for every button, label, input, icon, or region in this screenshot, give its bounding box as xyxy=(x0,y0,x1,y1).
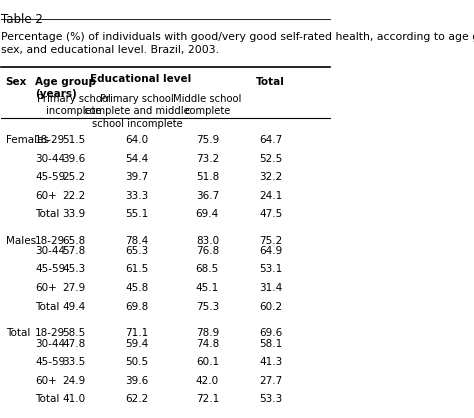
Text: 83.0: 83.0 xyxy=(196,235,219,245)
Text: 60.1: 60.1 xyxy=(196,357,219,367)
Text: 39.6: 39.6 xyxy=(62,153,85,163)
Text: 45-59: 45-59 xyxy=(35,357,65,367)
Text: 42.0: 42.0 xyxy=(196,375,219,385)
Text: 75.3: 75.3 xyxy=(196,301,219,311)
Text: 60+: 60+ xyxy=(35,191,57,201)
Text: 71.1: 71.1 xyxy=(126,328,149,338)
Text: Sex: Sex xyxy=(6,77,27,87)
Text: 78.9: 78.9 xyxy=(196,328,219,338)
Text: 47.5: 47.5 xyxy=(259,209,282,219)
Text: 74.8: 74.8 xyxy=(196,339,219,349)
Text: Total: Total xyxy=(35,394,60,404)
Text: 36.7: 36.7 xyxy=(196,191,219,201)
Text: 41.0: 41.0 xyxy=(62,394,85,404)
Text: Total: Total xyxy=(35,209,60,219)
Text: 45.3: 45.3 xyxy=(62,265,85,275)
Text: 33.5: 33.5 xyxy=(62,357,85,367)
Text: 53.1: 53.1 xyxy=(259,265,282,275)
Text: Age group
(years): Age group (years) xyxy=(35,77,96,99)
Text: 51.5: 51.5 xyxy=(62,135,85,145)
Text: Educational level: Educational level xyxy=(90,74,191,84)
Text: Primary school
complete and middle
school incomplete: Primary school complete and middle schoo… xyxy=(84,94,190,129)
Text: 64.9: 64.9 xyxy=(259,246,282,256)
Text: 55.1: 55.1 xyxy=(126,209,149,219)
Text: 52.5: 52.5 xyxy=(259,153,282,163)
Text: 69.4: 69.4 xyxy=(196,209,219,219)
Text: 25.2: 25.2 xyxy=(62,172,85,182)
Text: Total: Total xyxy=(35,301,60,311)
Text: 24.1: 24.1 xyxy=(259,191,282,201)
Text: 18-29: 18-29 xyxy=(35,328,65,338)
Text: 54.4: 54.4 xyxy=(126,153,149,163)
Text: Males: Males xyxy=(6,235,36,245)
Text: 50.5: 50.5 xyxy=(126,357,149,367)
Text: 18-29: 18-29 xyxy=(35,135,65,145)
Text: 22.2: 22.2 xyxy=(62,191,85,201)
Text: 18-29: 18-29 xyxy=(35,235,65,245)
Text: Middle school
complete: Middle school complete xyxy=(173,94,242,116)
Text: 45.8: 45.8 xyxy=(126,283,149,293)
Text: 78.4: 78.4 xyxy=(126,235,149,245)
Text: 58.5: 58.5 xyxy=(62,328,85,338)
Text: 75.2: 75.2 xyxy=(259,235,282,245)
Text: 45-59: 45-59 xyxy=(35,265,65,275)
Text: 62.2: 62.2 xyxy=(126,394,149,404)
Text: 59.4: 59.4 xyxy=(126,339,149,349)
Text: Females: Females xyxy=(6,135,49,145)
Text: 24.9: 24.9 xyxy=(62,375,85,385)
Text: 57.8: 57.8 xyxy=(62,246,85,256)
Text: 60+: 60+ xyxy=(35,283,57,293)
Text: Total: Total xyxy=(6,328,30,338)
Text: 64.0: 64.0 xyxy=(126,135,149,145)
Text: Primary school
incomplete: Primary school incomplete xyxy=(37,94,111,116)
Text: 51.8: 51.8 xyxy=(196,172,219,182)
Text: 60.2: 60.2 xyxy=(259,301,282,311)
Text: 32.2: 32.2 xyxy=(259,172,282,182)
Text: 65.3: 65.3 xyxy=(126,246,149,256)
Text: 45.1: 45.1 xyxy=(196,283,219,293)
Text: 47.8: 47.8 xyxy=(62,339,85,349)
Text: 53.3: 53.3 xyxy=(259,394,282,404)
Text: 49.4: 49.4 xyxy=(62,301,85,311)
Text: 69.8: 69.8 xyxy=(126,301,149,311)
Text: 41.3: 41.3 xyxy=(259,357,282,367)
Text: 30-44: 30-44 xyxy=(35,246,65,256)
Text: Percentage (%) of individuals with good/very good self-rated health, according t: Percentage (%) of individuals with good/… xyxy=(1,32,474,55)
Text: 30-44: 30-44 xyxy=(35,339,65,349)
Text: 33.9: 33.9 xyxy=(62,209,85,219)
Text: 72.1: 72.1 xyxy=(196,394,219,404)
Text: 27.7: 27.7 xyxy=(259,375,282,385)
Text: 45-59: 45-59 xyxy=(35,172,65,182)
Text: 30-44: 30-44 xyxy=(35,153,65,163)
Text: 33.3: 33.3 xyxy=(126,191,149,201)
Text: 60+: 60+ xyxy=(35,375,57,385)
Text: 65.8: 65.8 xyxy=(62,235,85,245)
Text: 68.5: 68.5 xyxy=(196,265,219,275)
Text: 73.2: 73.2 xyxy=(196,153,219,163)
Text: Total: Total xyxy=(256,77,285,87)
Text: 27.9: 27.9 xyxy=(62,283,85,293)
Text: 76.8: 76.8 xyxy=(196,246,219,256)
Text: 64.7: 64.7 xyxy=(259,135,282,145)
Text: 31.4: 31.4 xyxy=(259,283,282,293)
Text: 75.9: 75.9 xyxy=(196,135,219,145)
Text: 61.5: 61.5 xyxy=(126,265,149,275)
Text: Table 2: Table 2 xyxy=(1,13,43,26)
Text: 39.6: 39.6 xyxy=(126,375,149,385)
Text: 69.6: 69.6 xyxy=(259,328,282,338)
Text: 39.7: 39.7 xyxy=(126,172,149,182)
Text: 58.1: 58.1 xyxy=(259,339,282,349)
